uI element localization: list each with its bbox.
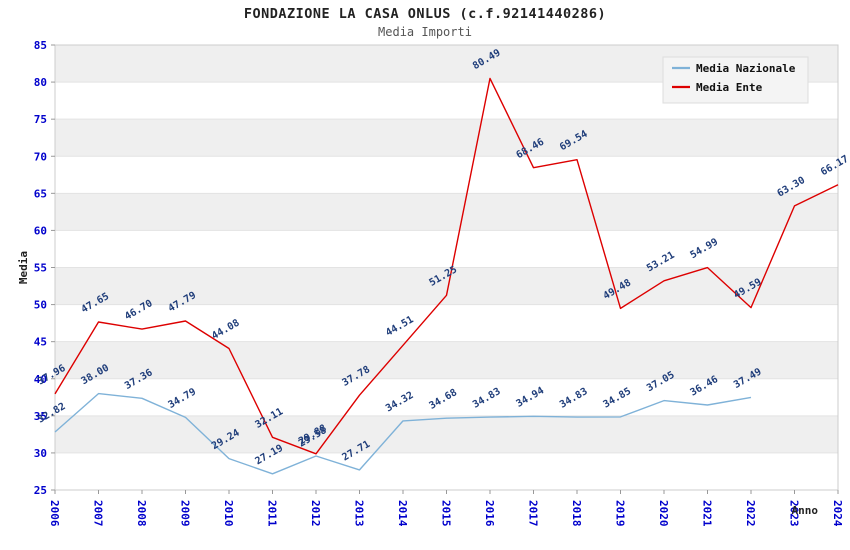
y-tick-label: 55 <box>34 262 47 275</box>
x-tick-label: 2015 <box>440 500 453 527</box>
plot-band <box>55 452 838 490</box>
series-line-media-ente <box>54 77 839 455</box>
y-axis-title: Media <box>17 251 30 284</box>
legend-label: Media Ente <box>696 81 763 94</box>
x-tick-label: 2013 <box>353 500 366 527</box>
y-tick-label: 70 <box>34 150 47 163</box>
chart-title: FONDAZIONE LA CASA ONLUS (c.f.9214144028… <box>243 6 607 22</box>
x-tick-label: 2011 <box>266 500 279 527</box>
x-tick-label: 2019 <box>614 500 627 527</box>
y-tick-label: 35 <box>34 410 47 423</box>
x-tick-label: 2008 <box>135 500 148 527</box>
y-tick-label: 50 <box>34 299 47 312</box>
x-tick-label: 2020 <box>657 500 670 527</box>
plot-band <box>55 230 838 268</box>
x-tick-label: 2012 <box>309 500 322 527</box>
x-tick-label: 2016 <box>483 500 496 527</box>
plot-band <box>55 415 838 453</box>
y-tick-label: 75 <box>34 113 47 126</box>
y-tick-label: 85 <box>34 39 47 52</box>
legend-label: Media Nazionale <box>696 62 796 75</box>
x-tick-label: 2023 <box>788 500 801 527</box>
chart-subtitle: Media Importi <box>378 25 472 39</box>
y-tick-label: 80 <box>34 76 47 89</box>
x-tick-label: 2009 <box>179 500 192 527</box>
x-tick-label: 2021 <box>701 500 714 527</box>
plot-band <box>55 193 838 231</box>
y-tick-label: 30 <box>34 447 47 460</box>
y-tick-label: 40 <box>34 373 47 386</box>
plot-band <box>55 304 838 342</box>
y-tick-label: 60 <box>34 224 47 237</box>
x-tick-label: 2007 <box>92 500 105 527</box>
plot-band <box>55 341 838 379</box>
x-tick-label: 2006 <box>48 500 61 527</box>
legend-box <box>662 56 809 104</box>
x-axis-title: Anno <box>792 504 819 517</box>
y-tick-label: 25 <box>34 484 47 497</box>
x-tick-label: 2022 <box>744 500 757 527</box>
plot-band <box>55 156 838 194</box>
plot-band <box>55 267 838 305</box>
plot-band <box>55 119 838 157</box>
plot-band <box>55 378 838 416</box>
x-tick-label: 2014 <box>396 500 409 527</box>
x-tick-label: 2018 <box>570 500 583 527</box>
x-tick-label: 2017 <box>527 500 540 527</box>
y-tick-label: 65 <box>34 187 47 200</box>
x-tick-label: 2010 <box>222 500 235 527</box>
y-tick-label: 45 <box>34 336 47 349</box>
x-tick-label: 2024 <box>831 500 844 527</box>
series-line-media-nazionale <box>54 392 752 475</box>
